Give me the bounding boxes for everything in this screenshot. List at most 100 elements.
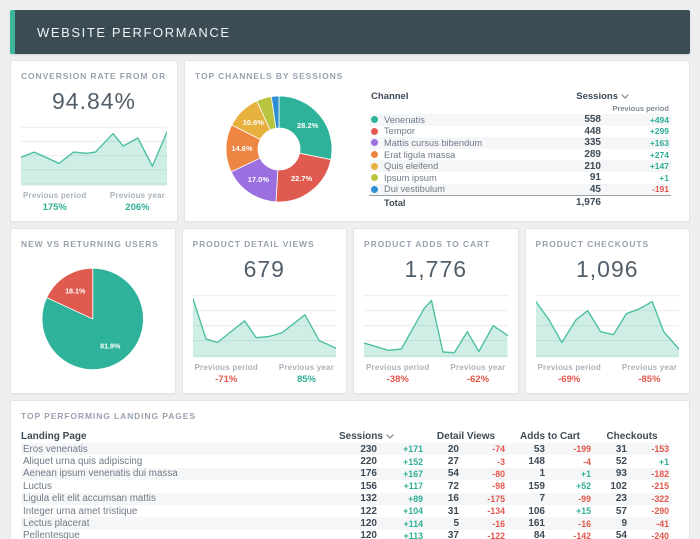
product-checkouts-widget: PRODUCT CHECKOUTS 1,096 Previous period … <box>524 228 690 394</box>
metric-value: 176 <box>360 468 377 480</box>
channel-row: Tempor 448 +299 <box>369 126 671 138</box>
delta-value: +167 <box>403 468 423 479</box>
metric-value: 54 <box>447 468 459 480</box>
landing-page-name: Ligula elit elit accumsan mattis <box>23 493 156 505</box>
delta-value: +113 <box>403 530 423 539</box>
delta-value: -98 <box>492 481 505 492</box>
total-label: Total <box>384 197 406 208</box>
metric-value: 31 <box>447 505 459 517</box>
legend-dot <box>371 174 378 182</box>
slice-label: 28.2% <box>297 121 319 130</box>
delta-value: -3 <box>497 456 505 467</box>
prev-year-label: Previous year <box>450 363 506 372</box>
landing-page-row: Luctus 156 +117 72 -98 159 +52 102 -215 <box>21 480 671 492</box>
kpi-footer: Previous period -71% Previous year 85% <box>193 363 337 385</box>
legend-dot <box>371 162 378 170</box>
total-sessions-value: 1,976 <box>575 197 601 209</box>
prev-year-label: Previous year <box>621 363 677 372</box>
prev-period-value: -71% <box>215 374 238 385</box>
pie-slice <box>278 95 333 161</box>
metric-value: 102 <box>610 480 627 492</box>
delta-value: -199 <box>573 444 591 455</box>
chevron-down-icon <box>621 91 629 102</box>
delta-value: -16 <box>578 518 591 529</box>
checkouts-sparkline-chart <box>535 289 679 359</box>
pie-slice <box>275 152 332 203</box>
detail-views-column-header[interactable]: Detail Views <box>436 430 496 442</box>
metric-value: 52 <box>615 456 627 468</box>
legend-dot <box>371 116 378 124</box>
metric-value: 53 <box>533 443 545 455</box>
landing-page-name: Lectus placerat <box>23 518 90 530</box>
widget-title: TOP PERFORMING LANDING PAGES <box>21 411 196 421</box>
landing-page-name: Integer urna amet tristique <box>23 505 138 517</box>
pie-slice <box>270 95 280 129</box>
prev-period-block: Previous period -71% <box>195 363 258 385</box>
metric-value: 106 <box>528 505 545 517</box>
channel-name: Ipsum ipsum <box>384 172 437 183</box>
kpi-value: 679 <box>243 256 285 282</box>
prev-period-value: 175% <box>42 202 67 213</box>
metric-value: 161 <box>528 518 545 530</box>
conversion-rate-widget: CONVERSION RATE FROM ORGA... 94.84% Prev… <box>10 60 178 222</box>
channels-total-row: Total 1,976 <box>369 195 671 210</box>
delta-value: +171 <box>403 444 423 455</box>
legend-dot <box>371 185 378 193</box>
channels-body: 28.2% 22.7% 17.0% 14.6% 10.6% Channel Sessio… <box>195 81 671 213</box>
prev-year-value: 85% <box>296 374 316 385</box>
metric-value: 220 <box>360 456 377 468</box>
metric-value: 27 <box>447 456 459 468</box>
landing-page-name: Pellentesque <box>23 530 80 539</box>
metric-value: 20 <box>447 443 459 455</box>
middle-row: NEW VS RETURNING USERS 81.9% 18.1% PRODUC… <box>10 228 690 394</box>
channels-table-header: Channel Sessions <box>369 91 671 102</box>
prev-year-block: Previous year -62% <box>450 363 505 385</box>
delta-value: -175 <box>487 493 505 504</box>
channel-row: Erat ligula massa 289 +274 <box>369 149 671 161</box>
widget-title: PRODUCT DETAIL VIEWS <box>192 239 315 249</box>
delta-value: -80 <box>492 468 505 479</box>
widget-title: NEW VS RETURNING USERS <box>21 239 159 249</box>
metric-value: 37 <box>447 530 459 539</box>
new-vs-returning-widget: NEW VS RETURNING USERS 81.9% 18.1% <box>10 228 176 394</box>
sessions-sort-header[interactable]: Sessions <box>339 430 394 442</box>
sessions-value: 210 <box>584 160 601 172</box>
delta-value: +299 <box>649 126 669 137</box>
prev-period-block: Previous period -69% <box>538 363 601 385</box>
prev-year-block: Previous year 85% <box>279 363 334 385</box>
landing-table-header: Landing Page Sessions Detail Views Adds … <box>21 429 671 443</box>
metric-value: 54 <box>615 530 627 539</box>
slice-label: 81.9% <box>100 342 121 350</box>
landing-page-row: Eros venenatis 230 +171 20 -74 53 -199 31 -153 <box>21 443 671 456</box>
widget-title: CONVERSION RATE FROM ORGA... <box>21 71 167 81</box>
slice-label: 14.6% <box>231 144 253 153</box>
delta-value: -41 <box>656 518 669 529</box>
prev-period-label: Previous period <box>366 363 430 372</box>
channel-column-header: Channel <box>371 91 409 102</box>
kpi-value: 94.84% <box>51 88 136 114</box>
kpi-footer: Previous period 175% Previous year 206% <box>21 191 167 213</box>
metric-value: 120 <box>360 530 377 539</box>
adds-to-cart-column-header[interactable]: Adds to Cart <box>520 430 580 442</box>
slice-label: 22.7% <box>291 174 313 183</box>
channel-row: Mattis cursus bibendum 335 +163 <box>369 137 671 149</box>
sessions-sort-header[interactable]: Sessions <box>576 91 629 102</box>
landing-page-name: Luctus <box>23 480 52 492</box>
prev-year-block: Previous year 206% <box>110 191 165 213</box>
dashboard-header: WEBSITE PERFORMANCE <box>10 10 690 54</box>
product-detail-views-widget: PRODUCT DETAIL VIEWS 679 Previous period… <box>181 228 347 394</box>
sessions-value: 45 <box>589 183 601 195</box>
metric-value: 93 <box>615 468 627 480</box>
prev-year-label: Previous year <box>109 191 165 200</box>
channel-name: Mattis cursus bibendum <box>384 137 483 148</box>
landing-page-row: Ligula elit elit accumsan mattis 132 +89 16… <box>21 492 671 505</box>
delta-value: +52 <box>576 481 591 492</box>
checkouts-column-header[interactable]: Checkouts <box>606 430 658 442</box>
landing-page-row: Aliquet urna quis adipiscing 220 +152 27 -3 1… <box>21 455 671 467</box>
sessions-column-label: Sessions <box>339 430 383 442</box>
delta-value: -182 <box>651 468 669 479</box>
delta-value: +494 <box>649 114 669 125</box>
widget-title: TOP CHANNELS BY SESSIONS <box>195 71 344 81</box>
delta-value: -122 <box>487 530 505 539</box>
delta-value: +104 <box>403 506 423 517</box>
